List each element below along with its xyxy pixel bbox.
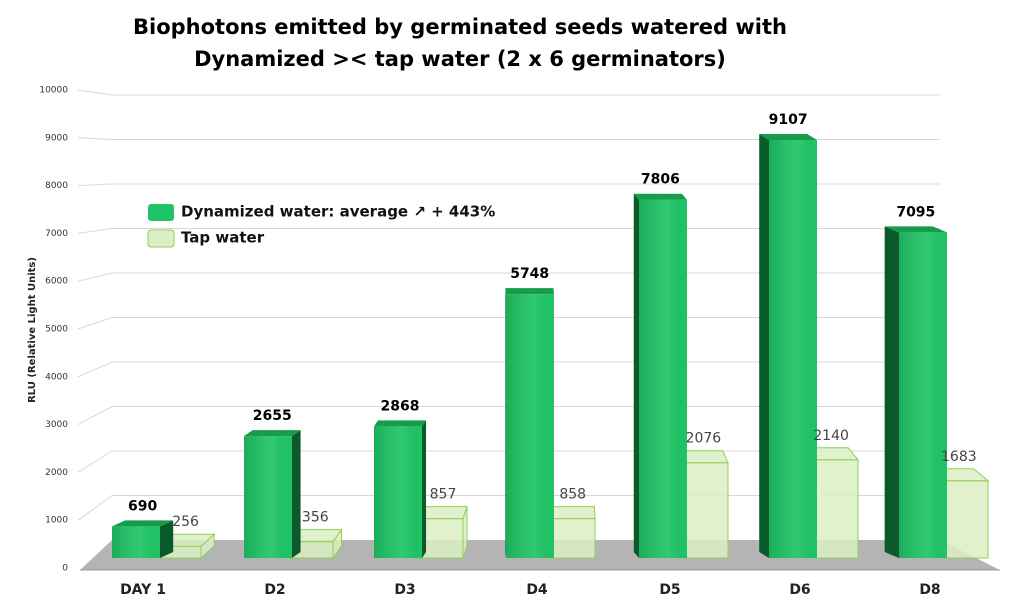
value-label: 2140 bbox=[813, 428, 849, 444]
value-label: 9107 bbox=[769, 112, 808, 128]
x-tick-label: D6 bbox=[789, 582, 810, 598]
bar-side bbox=[505, 288, 506, 558]
bar-top bbox=[112, 520, 174, 527]
value-label: 356 bbox=[302, 510, 329, 526]
value-label: 2868 bbox=[381, 398, 420, 414]
x-tick-label: D2 bbox=[264, 582, 285, 598]
chart-title: Dynamized >< tap water (2 x 6 germinator… bbox=[194, 47, 726, 71]
legend-swatch bbox=[148, 204, 174, 221]
bar-top bbox=[884, 226, 947, 233]
x-tick-label: DAY 1 bbox=[120, 582, 166, 598]
bar bbox=[505, 288, 554, 558]
legend-label: Tap water bbox=[181, 229, 265, 247]
bar-side bbox=[759, 133, 769, 558]
x-tick-label: D5 bbox=[659, 582, 680, 598]
y-tick-label: 9000 bbox=[45, 133, 68, 143]
bar-top bbox=[505, 288, 554, 295]
chart-title: Biophotons emitted by germinated seeds w… bbox=[133, 15, 787, 39]
bar bbox=[884, 226, 947, 559]
value-label: 5748 bbox=[510, 266, 549, 282]
bar-top bbox=[374, 420, 427, 427]
bar-front bbox=[939, 480, 989, 559]
bar-top bbox=[244, 430, 301, 437]
bar-side bbox=[292, 430, 301, 558]
value-label: 7806 bbox=[641, 172, 680, 188]
bar-shade bbox=[112, 526, 160, 558]
grid-line bbox=[77, 137, 940, 140]
bar-shade bbox=[769, 139, 817, 558]
bar bbox=[374, 420, 427, 558]
y-axis-label: RLU (Relative Light Units) bbox=[27, 257, 38, 403]
bar bbox=[244, 430, 301, 558]
bar-side bbox=[633, 193, 639, 559]
bar-shade bbox=[899, 232, 947, 559]
y-tick-label: 6000 bbox=[45, 277, 68, 287]
y-tick-label: 4000 bbox=[45, 372, 68, 382]
legend-swatch bbox=[147, 229, 175, 248]
value-label: 858 bbox=[559, 487, 586, 503]
y-tick-label: 2000 bbox=[45, 468, 68, 478]
value-label: 2076 bbox=[686, 431, 722, 447]
grid-line bbox=[77, 183, 940, 187]
value-label: 2655 bbox=[253, 408, 292, 424]
x-tick-label: D3 bbox=[394, 582, 415, 598]
bar-shade bbox=[374, 426, 422, 558]
bar-shade bbox=[506, 294, 554, 558]
y-tick-label: 3000 bbox=[45, 420, 68, 430]
bar bbox=[759, 133, 817, 558]
bar-shade bbox=[639, 199, 687, 559]
value-label: 857 bbox=[430, 487, 457, 503]
y-tick-label: 7000 bbox=[45, 229, 68, 239]
value-label: 7095 bbox=[896, 204, 935, 220]
value-label: 690 bbox=[128, 498, 157, 514]
bar bbox=[633, 193, 687, 559]
legend-label: Dynamized water: average ↗ + 443% bbox=[181, 203, 495, 221]
bar bbox=[112, 520, 174, 558]
x-tick-label: D8 bbox=[919, 582, 940, 598]
bar-side bbox=[422, 420, 427, 558]
y-tick-label: 8000 bbox=[45, 181, 68, 191]
bar-shade bbox=[244, 436, 292, 558]
value-label: 1683 bbox=[941, 449, 977, 465]
bar-side bbox=[160, 520, 174, 558]
y-tick-label: 0 bbox=[62, 564, 68, 574]
y-tick-label: 1000 bbox=[45, 516, 68, 526]
value-label: 256 bbox=[172, 514, 199, 530]
bar-top bbox=[633, 193, 687, 200]
y-tick-label: 10000 bbox=[39, 86, 68, 96]
grid-line bbox=[77, 89, 940, 96]
bar-front bbox=[679, 462, 729, 559]
y-tick-label: 5000 bbox=[45, 325, 68, 335]
bar-top bbox=[759, 133, 817, 140]
x-tick-label: D4 bbox=[526, 582, 548, 598]
bar-front bbox=[546, 518, 596, 559]
bar-side bbox=[884, 226, 899, 559]
bar-front bbox=[809, 459, 859, 559]
